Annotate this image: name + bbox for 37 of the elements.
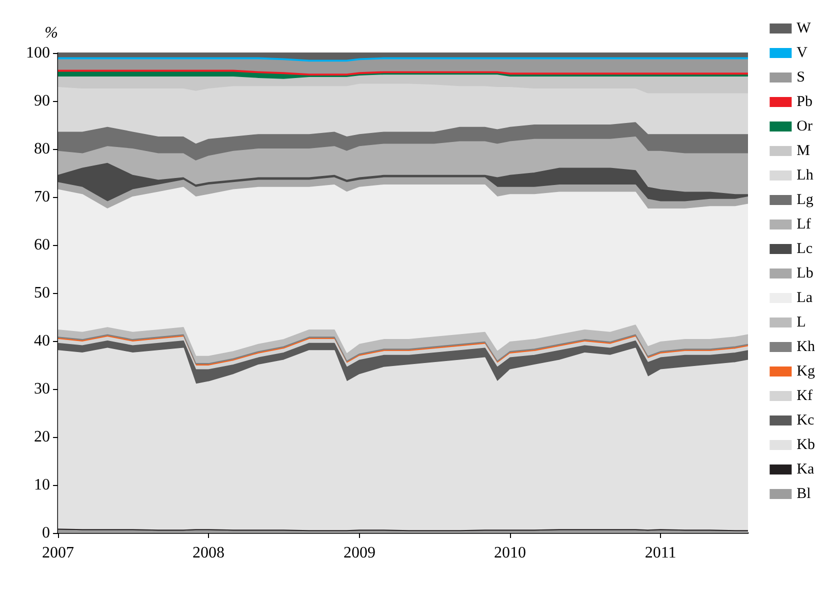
y-tick-label: 30 (34, 380, 50, 398)
legend-label: Kh (796, 339, 816, 355)
y-axis-title: % (44, 24, 58, 42)
y-tick-label: 70 (34, 188, 50, 206)
y-tick-label: 0 (42, 524, 50, 542)
legend-label: Pb (796, 94, 813, 110)
y-tick-label: 10 (34, 476, 50, 494)
x-tick-label: 2010 (494, 544, 526, 562)
legend-label: V (796, 45, 808, 61)
legend-label: L (796, 314, 806, 330)
x-tick-label: 2008 (192, 544, 225, 562)
legend-label: Lf (796, 216, 811, 232)
legend-label: Lg (796, 192, 814, 208)
x-tick-label: 2007 (42, 544, 74, 562)
legend-label: Lc (796, 241, 813, 257)
y-tick-label: 20 (34, 428, 50, 446)
y-tick-label: 80 (34, 140, 50, 158)
legend-label: W (796, 20, 812, 36)
y-tick-label: 40 (34, 332, 50, 350)
y-tick-label: 50 (34, 284, 50, 302)
x-tick-label: 2009 (343, 544, 376, 562)
y-tick-label: 100 (26, 44, 50, 62)
legend-label: Kb (796, 437, 816, 453)
legend-label: Or (796, 118, 812, 134)
x-tick-label: 2011 (644, 544, 676, 562)
y-tick-label: 90 (34, 92, 50, 110)
legend-label: S (796, 70, 806, 86)
legend-label: Kg (796, 364, 816, 380)
legend-label: Lh (796, 168, 814, 184)
y-tick-label: 60 (34, 236, 50, 254)
legend-label: Kc (796, 412, 814, 428)
legend-label: M (796, 143, 810, 159)
legend-label: Kf (796, 388, 812, 404)
legend-label: Lb (796, 266, 814, 282)
legend-label: Ka (796, 462, 814, 478)
legend-label: La (796, 290, 813, 306)
legend-label: Bl (796, 486, 811, 502)
